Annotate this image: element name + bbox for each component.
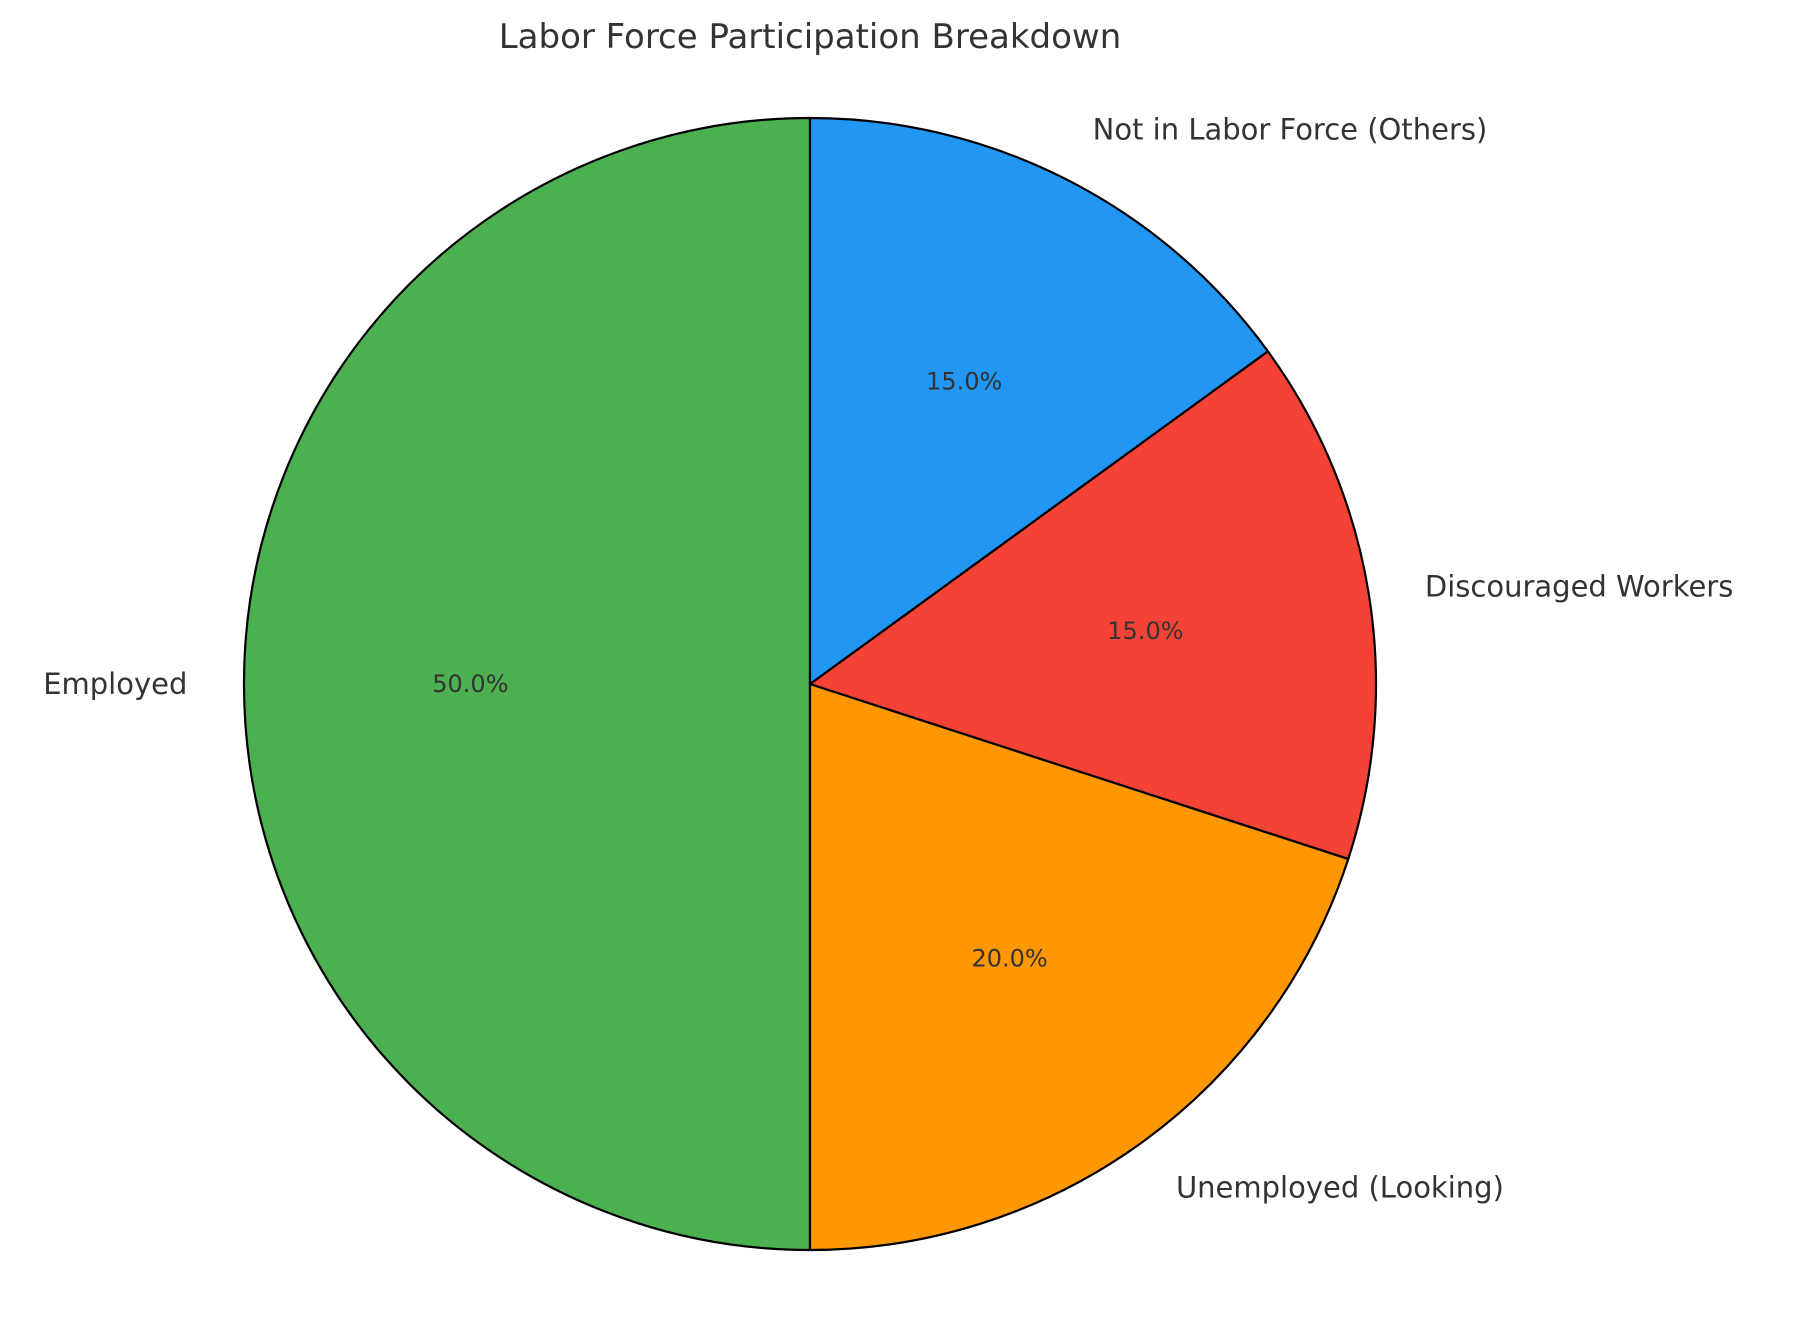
pie-slices [242, 116, 1378, 1252]
pie-slice-not-in-labor-force-others [808, 116, 1269, 686]
slice-label-unemployed-looking: Unemployed (Looking) [1176, 1171, 1504, 1205]
pie-slice-employed [242, 116, 812, 1252]
pie-labels: Employed 50.0% Unemployed (Looking) 20.0% Di… [43, 112, 1733, 1204]
slice-label-discouraged-workers: Discouraged Workers [1425, 570, 1733, 604]
chart-title: Labor Force Participation Breakdown [499, 17, 1122, 57]
slice-label-not-in-labor-force-others: Not in Labor Force (Others) [1093, 112, 1488, 146]
pie-slice-discouraged-workers [808, 350, 1378, 860]
slice-label-employed: Employed [43, 667, 187, 701]
pct-label-employed: 50.0% [432, 670, 508, 698]
pct-label-discouraged-workers: 15.0% [1107, 617, 1183, 645]
pct-label-unemployed-looking: 20.0% [971, 945, 1047, 973]
pct-label-not-in-labor-force-others: 15.0% [926, 367, 1002, 395]
pie-slice-unemployed-looking [808, 682, 1350, 1252]
